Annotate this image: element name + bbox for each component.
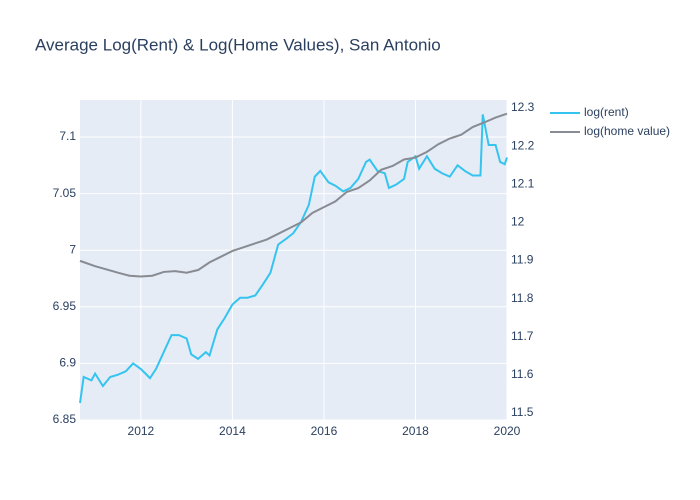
series-line — [79, 114, 508, 404]
legend-label: log(home value) — [584, 124, 670, 138]
y2-tick-label: 11.7 — [511, 329, 534, 343]
y2-tick-label: 12.2 — [511, 138, 535, 152]
y-tick-label: 6.9 — [59, 356, 76, 370]
y2-tick-label: 12 — [511, 215, 525, 229]
x-tick-label: 2014 — [219, 424, 246, 438]
y-tick-label: 7.05 — [53, 186, 77, 200]
y2-tick-label: 11.6 — [511, 367, 534, 381]
x-tick-label: 2020 — [494, 424, 521, 438]
legend-label: log(rent) — [584, 105, 629, 119]
y2-tick-label: 11.5 — [511, 405, 534, 419]
chart-title: Average Log(Rent) & Log(Home Values), Sa… — [35, 35, 441, 54]
y2-tick-label: 12.3 — [511, 100, 535, 114]
y-tick-label: 7.1 — [59, 129, 76, 143]
x-tick-label: 2016 — [311, 424, 338, 438]
plot-area — [80, 100, 507, 420]
x-tick-label: 2012 — [128, 424, 155, 438]
y2-tick-label: 12.1 — [511, 176, 535, 190]
y-tick-label: 6.95 — [53, 299, 77, 313]
y-tick-label: 6.85 — [53, 412, 77, 426]
y2-tick-label: 11.8 — [511, 291, 534, 305]
x-tick-label: 2018 — [402, 424, 429, 438]
y2-tick-label: 11.9 — [511, 253, 534, 267]
series-line — [79, 112, 508, 278]
y-tick-label: 7 — [69, 242, 76, 256]
